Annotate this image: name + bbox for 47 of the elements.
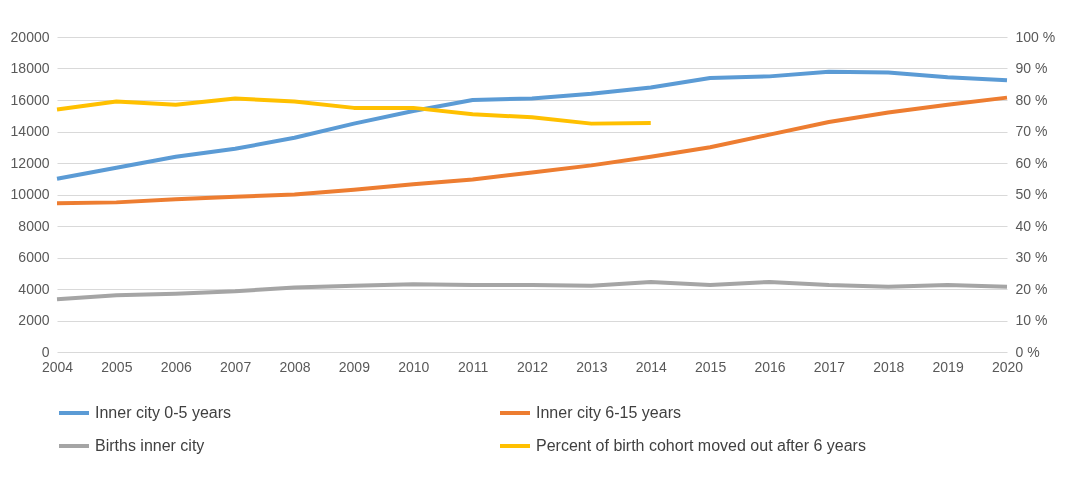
y-tick-label: 14000 <box>10 123 50 139</box>
y-tick-label: 18000 <box>10 60 50 76</box>
y-tick-label: 12000 <box>10 154 50 171</box>
x-tick-label: 2008 <box>279 358 311 375</box>
y-tick-label: 2000 <box>18 312 50 328</box>
x-tick-label: 2004 <box>41 358 74 375</box>
x-tick-label: 2018 <box>873 358 905 375</box>
line-series <box>55 96 653 126</box>
y2-tick-label: 60 % <box>1015 154 1048 171</box>
x-tick-label: 2015 <box>695 358 727 375</box>
x-tick-label: 2020 <box>991 358 1024 375</box>
y-tick-label: 4000 <box>18 280 50 297</box>
y-tick-label: 10000 <box>10 186 50 202</box>
line-series <box>55 279 1009 302</box>
legend-label: Inner city 0-5 years <box>95 404 232 421</box>
x-tick-label: 2005 <box>101 358 133 375</box>
x-tick-label: 2014 <box>635 358 668 375</box>
y2-tick-label: 10 % <box>1015 312 1048 328</box>
line-series <box>55 69 1009 181</box>
x-tick-label: 2007 <box>220 358 252 375</box>
y2-tick-label: 40 % <box>1015 217 1048 234</box>
legend-label: Percent of birth cohort moved out after 6 years <box>536 437 866 454</box>
x-tick-label: 2013 <box>576 358 608 375</box>
y-tick-label: 8000 <box>18 217 50 234</box>
y2-tick-label: 70 % <box>1015 123 1048 139</box>
y2-tick-label: 50 % <box>1015 186 1048 202</box>
x-tick-label: 2012 <box>516 358 549 375</box>
x-tick-label: 2009 <box>338 358 371 375</box>
y-tick-label: 20000 <box>10 28 50 45</box>
y2-tick-label: 0 % <box>1015 343 1040 360</box>
y2-tick-label: 90 % <box>1015 60 1048 76</box>
y2-tick-label: 100 % <box>1015 28 1056 45</box>
x-tick-label: 2016 <box>754 358 786 375</box>
y2-tick-label: 30 % <box>1015 249 1048 265</box>
x-tick-label: 2011 <box>458 358 489 375</box>
y-tick-label: 6000 <box>18 249 50 265</box>
line-series <box>55 95 1009 206</box>
y2-tick-label: 80 % <box>1015 91 1048 108</box>
legend-label: Births inner city <box>95 437 205 454</box>
y-tick-label: 16000 <box>10 91 50 108</box>
x-tick-label: 2019 <box>932 358 964 375</box>
x-tick-label: 2017 <box>813 358 846 375</box>
legend-label: Inner city 6-15 years <box>536 404 681 421</box>
y2-tick-label: 20 % <box>1015 280 1048 297</box>
y-tick-label: 0 <box>41 343 50 360</box>
x-tick-label: 2006 <box>160 358 193 375</box>
x-tick-label: 2010 <box>398 358 430 375</box>
